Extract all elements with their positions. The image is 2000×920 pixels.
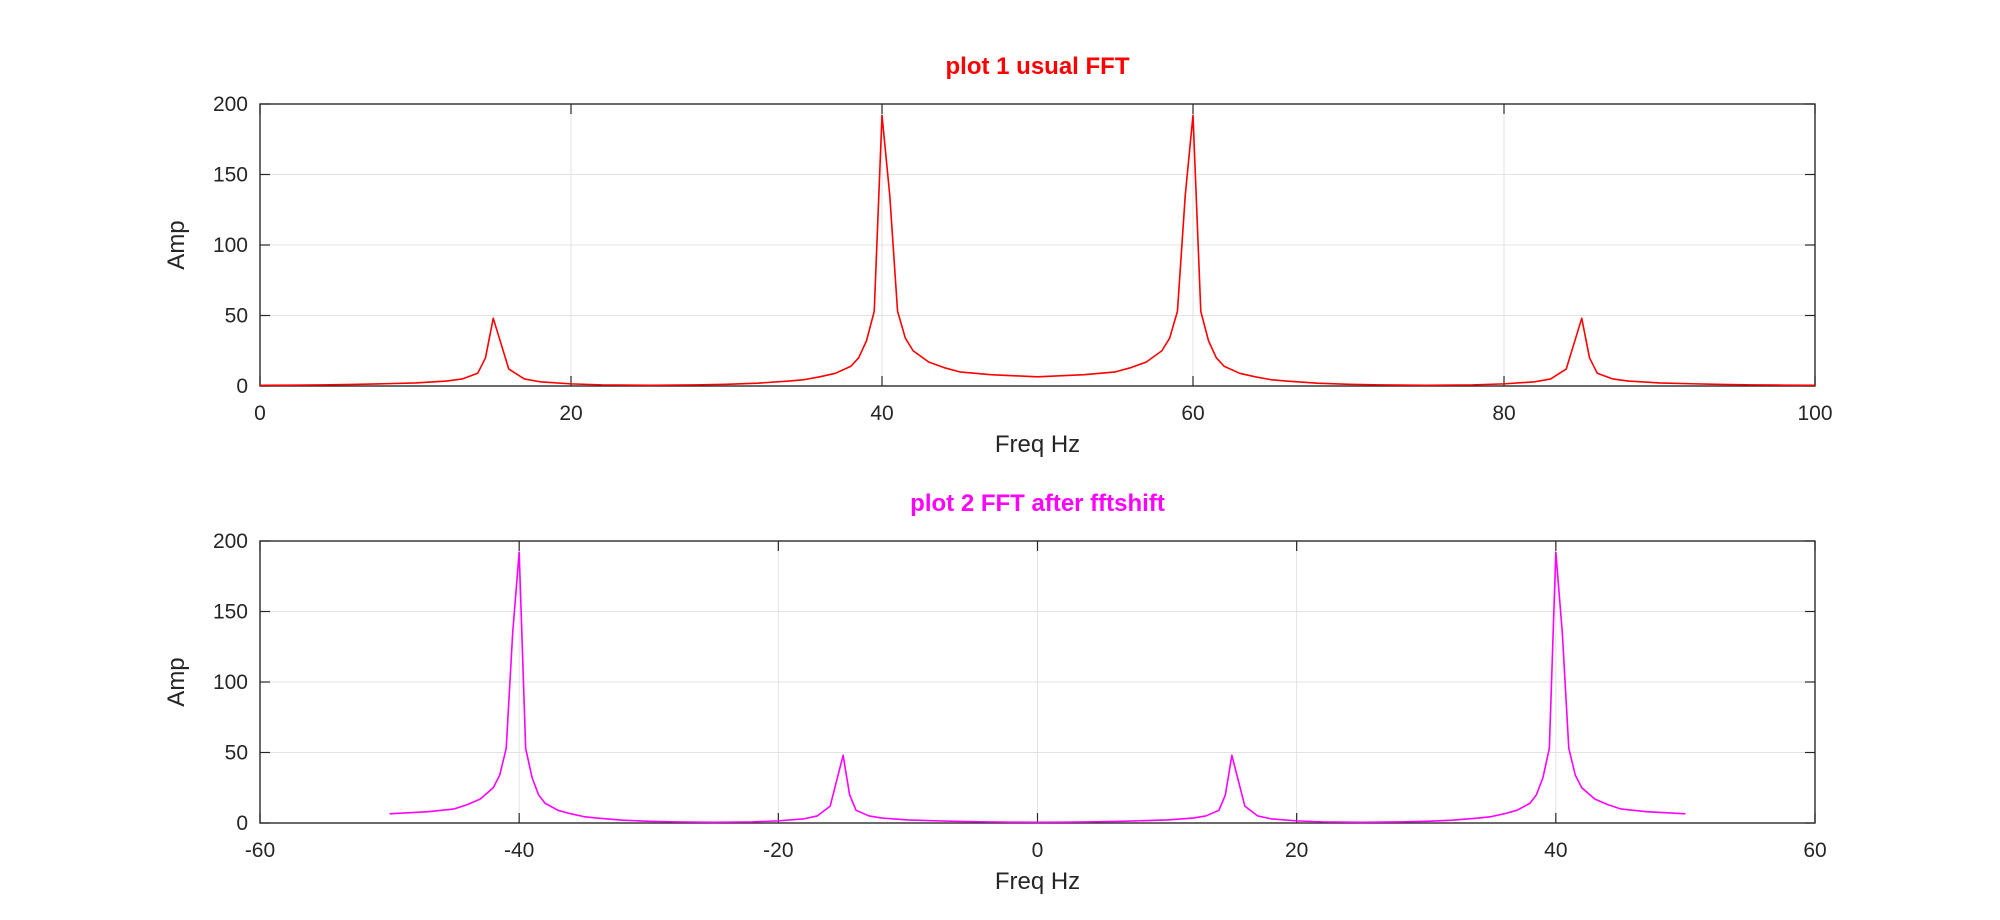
y-tick-label: 100 (213, 234, 248, 257)
y-tick-label: 200 (213, 93, 248, 116)
y-tick-label: 0 (236, 812, 248, 835)
x-axis-label: Freq Hz (995, 431, 1080, 458)
y-axis-label: Amp (163, 220, 190, 269)
x-tick-label: 20 (559, 402, 582, 425)
y-tick-label: 150 (213, 164, 248, 187)
x-tick-label: 60 (1803, 839, 1826, 862)
x-axis-label: Freq Hz (995, 868, 1080, 895)
y-tick-label: 150 (213, 601, 248, 624)
x-tick-label: -40 (504, 839, 534, 862)
plot-2-fft-after-fftshift: -60 -40 -20 0 20 40 60 0 50 100 150 200 plot 2 FFT a… (163, 490, 1827, 895)
x-tick-label: 100 (1797, 402, 1832, 425)
y-tick-label: 100 (213, 671, 248, 694)
y-tick-label: 50 (225, 742, 248, 765)
x-tick-label: 80 (1492, 402, 1515, 425)
x-tick-label: 40 (870, 402, 893, 425)
y-tick-label: 200 (213, 530, 248, 553)
plot-1-usual-fft: 0 20 40 60 80 100 0 50 100 150 200 plot 1 usual FFT… (163, 53, 1833, 458)
x-tick-label: 60 (1181, 402, 1204, 425)
x-tick-label: 0 (1032, 839, 1044, 862)
x-tick-label: 20 (1285, 839, 1308, 862)
series-line (389, 551, 1686, 824)
x-tick-label: 0 (254, 402, 266, 425)
x-tick-label: 40 (1544, 839, 1567, 862)
chart-title: plot 1 usual FFT (946, 53, 1130, 80)
y-axis-label: Amp (163, 657, 190, 706)
x-tick-label: -20 (763, 839, 793, 862)
x-tick-label: -60 (245, 839, 275, 862)
y-tick-label: 50 (225, 305, 248, 328)
series-line (259, 114, 1816, 387)
y-tick-label: 0 (236, 375, 248, 398)
chart-title: plot 2 FFT after fftshift (910, 490, 1165, 517)
